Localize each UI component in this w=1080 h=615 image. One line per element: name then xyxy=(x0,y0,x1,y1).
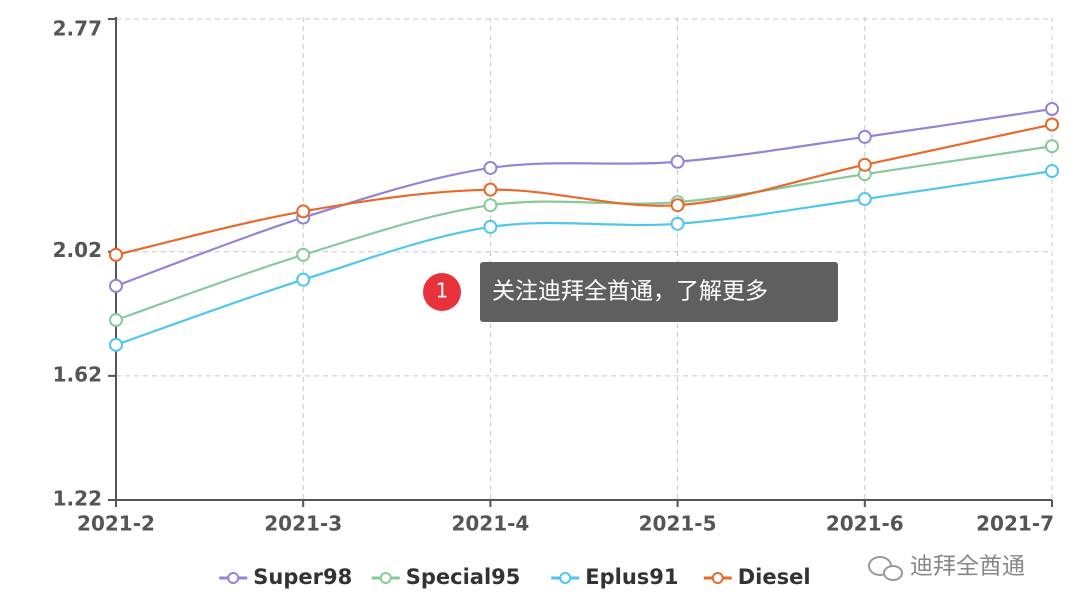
point xyxy=(670,216,685,231)
annotation-box xyxy=(480,262,838,322)
annotation-badge-circle xyxy=(423,273,461,311)
point xyxy=(670,198,685,213)
x-tick-label: 2021-7 xyxy=(976,512,1054,536)
point xyxy=(296,247,311,262)
series-line xyxy=(115,145,1053,322)
y-tick-label: 2.02 xyxy=(53,238,102,262)
point xyxy=(483,219,498,234)
watermark-icon xyxy=(883,565,903,581)
legend-label: Eplus91 xyxy=(585,565,678,589)
point xyxy=(483,198,498,213)
x-tick-label: 2021-5 xyxy=(639,512,717,536)
legend-label: Special95 xyxy=(406,565,521,589)
point xyxy=(1045,139,1059,154)
legend-label: Diesel xyxy=(738,565,811,589)
point xyxy=(109,278,123,293)
plot: 1.22 1.62 2.02 2.77 2021-2 2021-3 2021-4 2021-5… xyxy=(53,17,1059,589)
series-line xyxy=(115,107,1053,287)
point xyxy=(857,157,872,172)
point xyxy=(1045,117,1059,132)
x-tick-label: 2021-2 xyxy=(77,512,155,536)
y-tick-label: 1.22 xyxy=(53,487,102,511)
series-line xyxy=(115,123,1053,256)
point xyxy=(296,272,311,287)
watermark: 迪拜全酋通 xyxy=(868,554,1025,581)
point xyxy=(1045,101,1059,116)
point xyxy=(109,247,123,262)
x-tick-label: 2021-4 xyxy=(451,512,529,536)
legend-label: Super98 xyxy=(253,565,352,589)
series-line xyxy=(115,169,1053,346)
legend-item: Super98 xyxy=(219,565,352,589)
legend-item: Eplus91 xyxy=(551,565,679,589)
legend-marker xyxy=(711,572,724,584)
legend-item: Special95 xyxy=(371,565,521,589)
y-tick-label: 1.62 xyxy=(53,362,102,386)
point xyxy=(857,191,872,206)
point xyxy=(670,154,685,169)
x-tick-label: 2021-3 xyxy=(264,512,342,536)
point xyxy=(483,182,498,197)
y-tick-label: 2.77 xyxy=(53,17,102,41)
point xyxy=(109,313,123,328)
legend-marker xyxy=(227,572,240,584)
point xyxy=(857,129,872,144)
point xyxy=(483,160,498,175)
point xyxy=(296,204,311,219)
annotation-text: 关注迪拜全酋通，了解更多 xyxy=(492,279,768,305)
legend-item: Diesel xyxy=(703,565,811,589)
x-tick-label: 2021-6 xyxy=(826,512,904,536)
watermark-text: 迪拜全酋通 xyxy=(910,554,1025,580)
annotation-badge: 1 xyxy=(436,279,449,303)
legend-marker xyxy=(379,572,392,584)
point xyxy=(109,337,123,352)
legend-marker xyxy=(559,572,572,584)
annotation: 1 关注迪拜全酋通，了解更多 xyxy=(423,262,838,322)
point xyxy=(1045,164,1059,179)
